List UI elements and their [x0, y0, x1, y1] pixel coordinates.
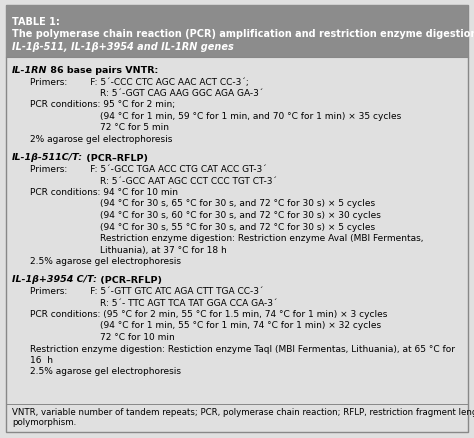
Text: (PCR–RFLP): (PCR–RFLP) — [97, 275, 162, 284]
Text: (94 °C for 30 s, 65 °C for 30 s, and 72 °C for 30 s) × 5 cycles: (94 °C for 30 s, 65 °C for 30 s, and 72 … — [100, 199, 375, 208]
Text: IL-1RN: IL-1RN — [12, 66, 47, 75]
Text: IL-1β-511C/T:: IL-1β-511C/T: — [12, 153, 83, 162]
Text: Restriction enzyme digestion: Restriction enzyme AvaI (MBI Fermentas,: Restriction enzyme digestion: Restrictio… — [100, 233, 423, 243]
Text: R: 5´-GCC AAT AGC CCT CCC TGT CT-3´: R: 5´-GCC AAT AGC CCT CCC TGT CT-3´ — [100, 176, 277, 185]
Text: The polymerase chain reaction (PCR) amplification and restriction enzyme digesti: The polymerase chain reaction (PCR) ampl… — [12, 29, 474, 39]
Text: VNTR, variable number of tandem repeats; PCR, polymerase chain reaction; RFLP, r: VNTR, variable number of tandem repeats;… — [12, 407, 474, 427]
Text: Primers:        F: 5´-GCC TGA ACC CTG CAT ACC GT-3´: Primers: F: 5´-GCC TGA ACC CTG CAT ACC G… — [30, 165, 267, 173]
Text: Lithuania), at 37 °C for 18 h: Lithuania), at 37 °C for 18 h — [100, 245, 227, 254]
Text: PCR conditions: (95 °C for 2 min, 55 °C for 1.5 min, 74 °C for 1 min) × 3 cycles: PCR conditions: (95 °C for 2 min, 55 °C … — [30, 309, 387, 318]
Text: R: 5´-GGT CAG AAG GGC AGA GA-3´: R: 5´-GGT CAG AAG GGC AGA GA-3´ — [100, 89, 264, 98]
Text: IL-1β-511, IL-1β+3954 and IL-1RN genes: IL-1β-511, IL-1β+3954 and IL-1RN genes — [12, 42, 234, 52]
Text: 2.5% agarose gel electrophoresis: 2.5% agarose gel electrophoresis — [30, 256, 181, 265]
Text: R: 5´- TTC AGT TCA TAT GGA CCA GA-3´: R: 5´- TTC AGT TCA TAT GGA CCA GA-3´ — [100, 298, 277, 307]
Bar — [6, 6, 468, 58]
Text: PCR conditions: 95 °C for 2 min;: PCR conditions: 95 °C for 2 min; — [30, 100, 175, 109]
Text: 72 °C for 10 min: 72 °C for 10 min — [100, 332, 175, 341]
Text: 86 base pairs VNTR:: 86 base pairs VNTR: — [47, 66, 159, 75]
Text: (94 °C for 30 s, 60 °C for 30 s, and 72 °C for 30 s) × 30 cycles: (94 °C for 30 s, 60 °C for 30 s, and 72 … — [100, 211, 381, 219]
Text: (94 °C for 1 min, 55 °C for 1 min, 74 °C for 1 min) × 32 cycles: (94 °C for 1 min, 55 °C for 1 min, 74 °C… — [100, 321, 381, 330]
Text: 16  h: 16 h — [30, 355, 53, 364]
Text: (94 °C for 1 min, 59 °C for 1 min, and 70 °C for 1 min) × 35 cycles: (94 °C for 1 min, 59 °C for 1 min, and 7… — [100, 112, 401, 121]
Text: Restriction enzyme digestion: Restiction enzyme TaqI (MBI Fermentas, Lithuania),: Restriction enzyme digestion: Restiction… — [30, 344, 455, 353]
Text: 72 °C for 5 min: 72 °C for 5 min — [100, 123, 169, 132]
Text: (94 °C for 30 s, 55 °C for 30 s, and 72 °C for 30 s) × 5 cycles: (94 °C for 30 s, 55 °C for 30 s, and 72 … — [100, 222, 375, 231]
Text: PCR conditions: 94 °C for 10 min: PCR conditions: 94 °C for 10 min — [30, 187, 178, 197]
Text: 2.5% agarose gel electrophoresis: 2.5% agarose gel electrophoresis — [30, 367, 181, 376]
Text: Primers:        F: 5´-GTT GTC ATC AGA CTT TGA CC-3´: Primers: F: 5´-GTT GTC ATC AGA CTT TGA C… — [30, 286, 264, 295]
Text: (PCR–RFLP): (PCR–RFLP) — [83, 153, 148, 162]
Text: IL-1β+3954 C/T:: IL-1β+3954 C/T: — [12, 275, 97, 284]
Text: TABLE 1:: TABLE 1: — [12, 17, 60, 27]
Text: 2% agarose gel electrophoresis: 2% agarose gel electrophoresis — [30, 135, 173, 144]
Text: Primers:        F: 5´-CCC CTC AGC AAC ACT CC-3´;: Primers: F: 5´-CCC CTC AGC AAC ACT CC-3´… — [30, 78, 249, 86]
